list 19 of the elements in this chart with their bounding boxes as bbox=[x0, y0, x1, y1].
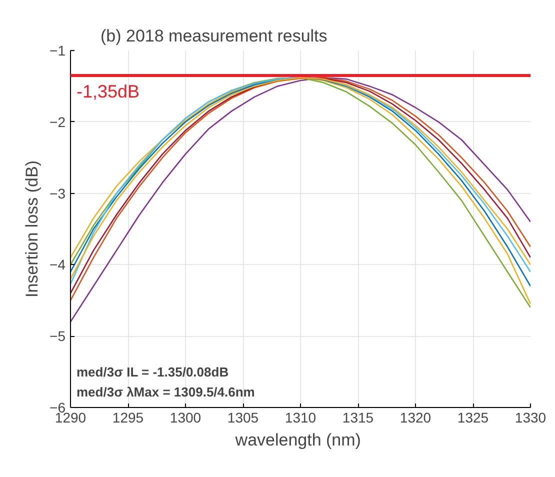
y-tick-label: −1 bbox=[50, 42, 66, 58]
x-tick-label: 1295 bbox=[112, 410, 144, 426]
x-tick-label: 1305 bbox=[227, 410, 259, 426]
annotation: med/3σ λMax = 1309.5/4.6nm bbox=[76, 384, 255, 400]
y-tick-label: −2 bbox=[50, 114, 66, 130]
x-tick-label: 1325 bbox=[457, 410, 489, 426]
x-tick-label: 1315 bbox=[342, 410, 374, 426]
y-tick-label: −5 bbox=[50, 328, 66, 344]
ref-line-label: -1,35dB bbox=[76, 81, 140, 102]
y-tick-label: −3 bbox=[50, 185, 66, 202]
x-tick-label: 1300 bbox=[170, 410, 202, 426]
x-tick-label: 1310 bbox=[284, 410, 316, 426]
x-tick-label: 1330 bbox=[514, 410, 546, 426]
annotation: med/3σ IL = -1.35/0.08dB bbox=[76, 364, 229, 380]
chart-title: (b) 2018 measurement results bbox=[100, 26, 328, 46]
y-axis-title: Insertion loss (dB) bbox=[22, 160, 42, 298]
x-tick-label: 1320 bbox=[400, 410, 432, 426]
y-tick-label: −4 bbox=[50, 256, 66, 273]
x-axis-title: wavelength (nm) bbox=[234, 430, 361, 450]
